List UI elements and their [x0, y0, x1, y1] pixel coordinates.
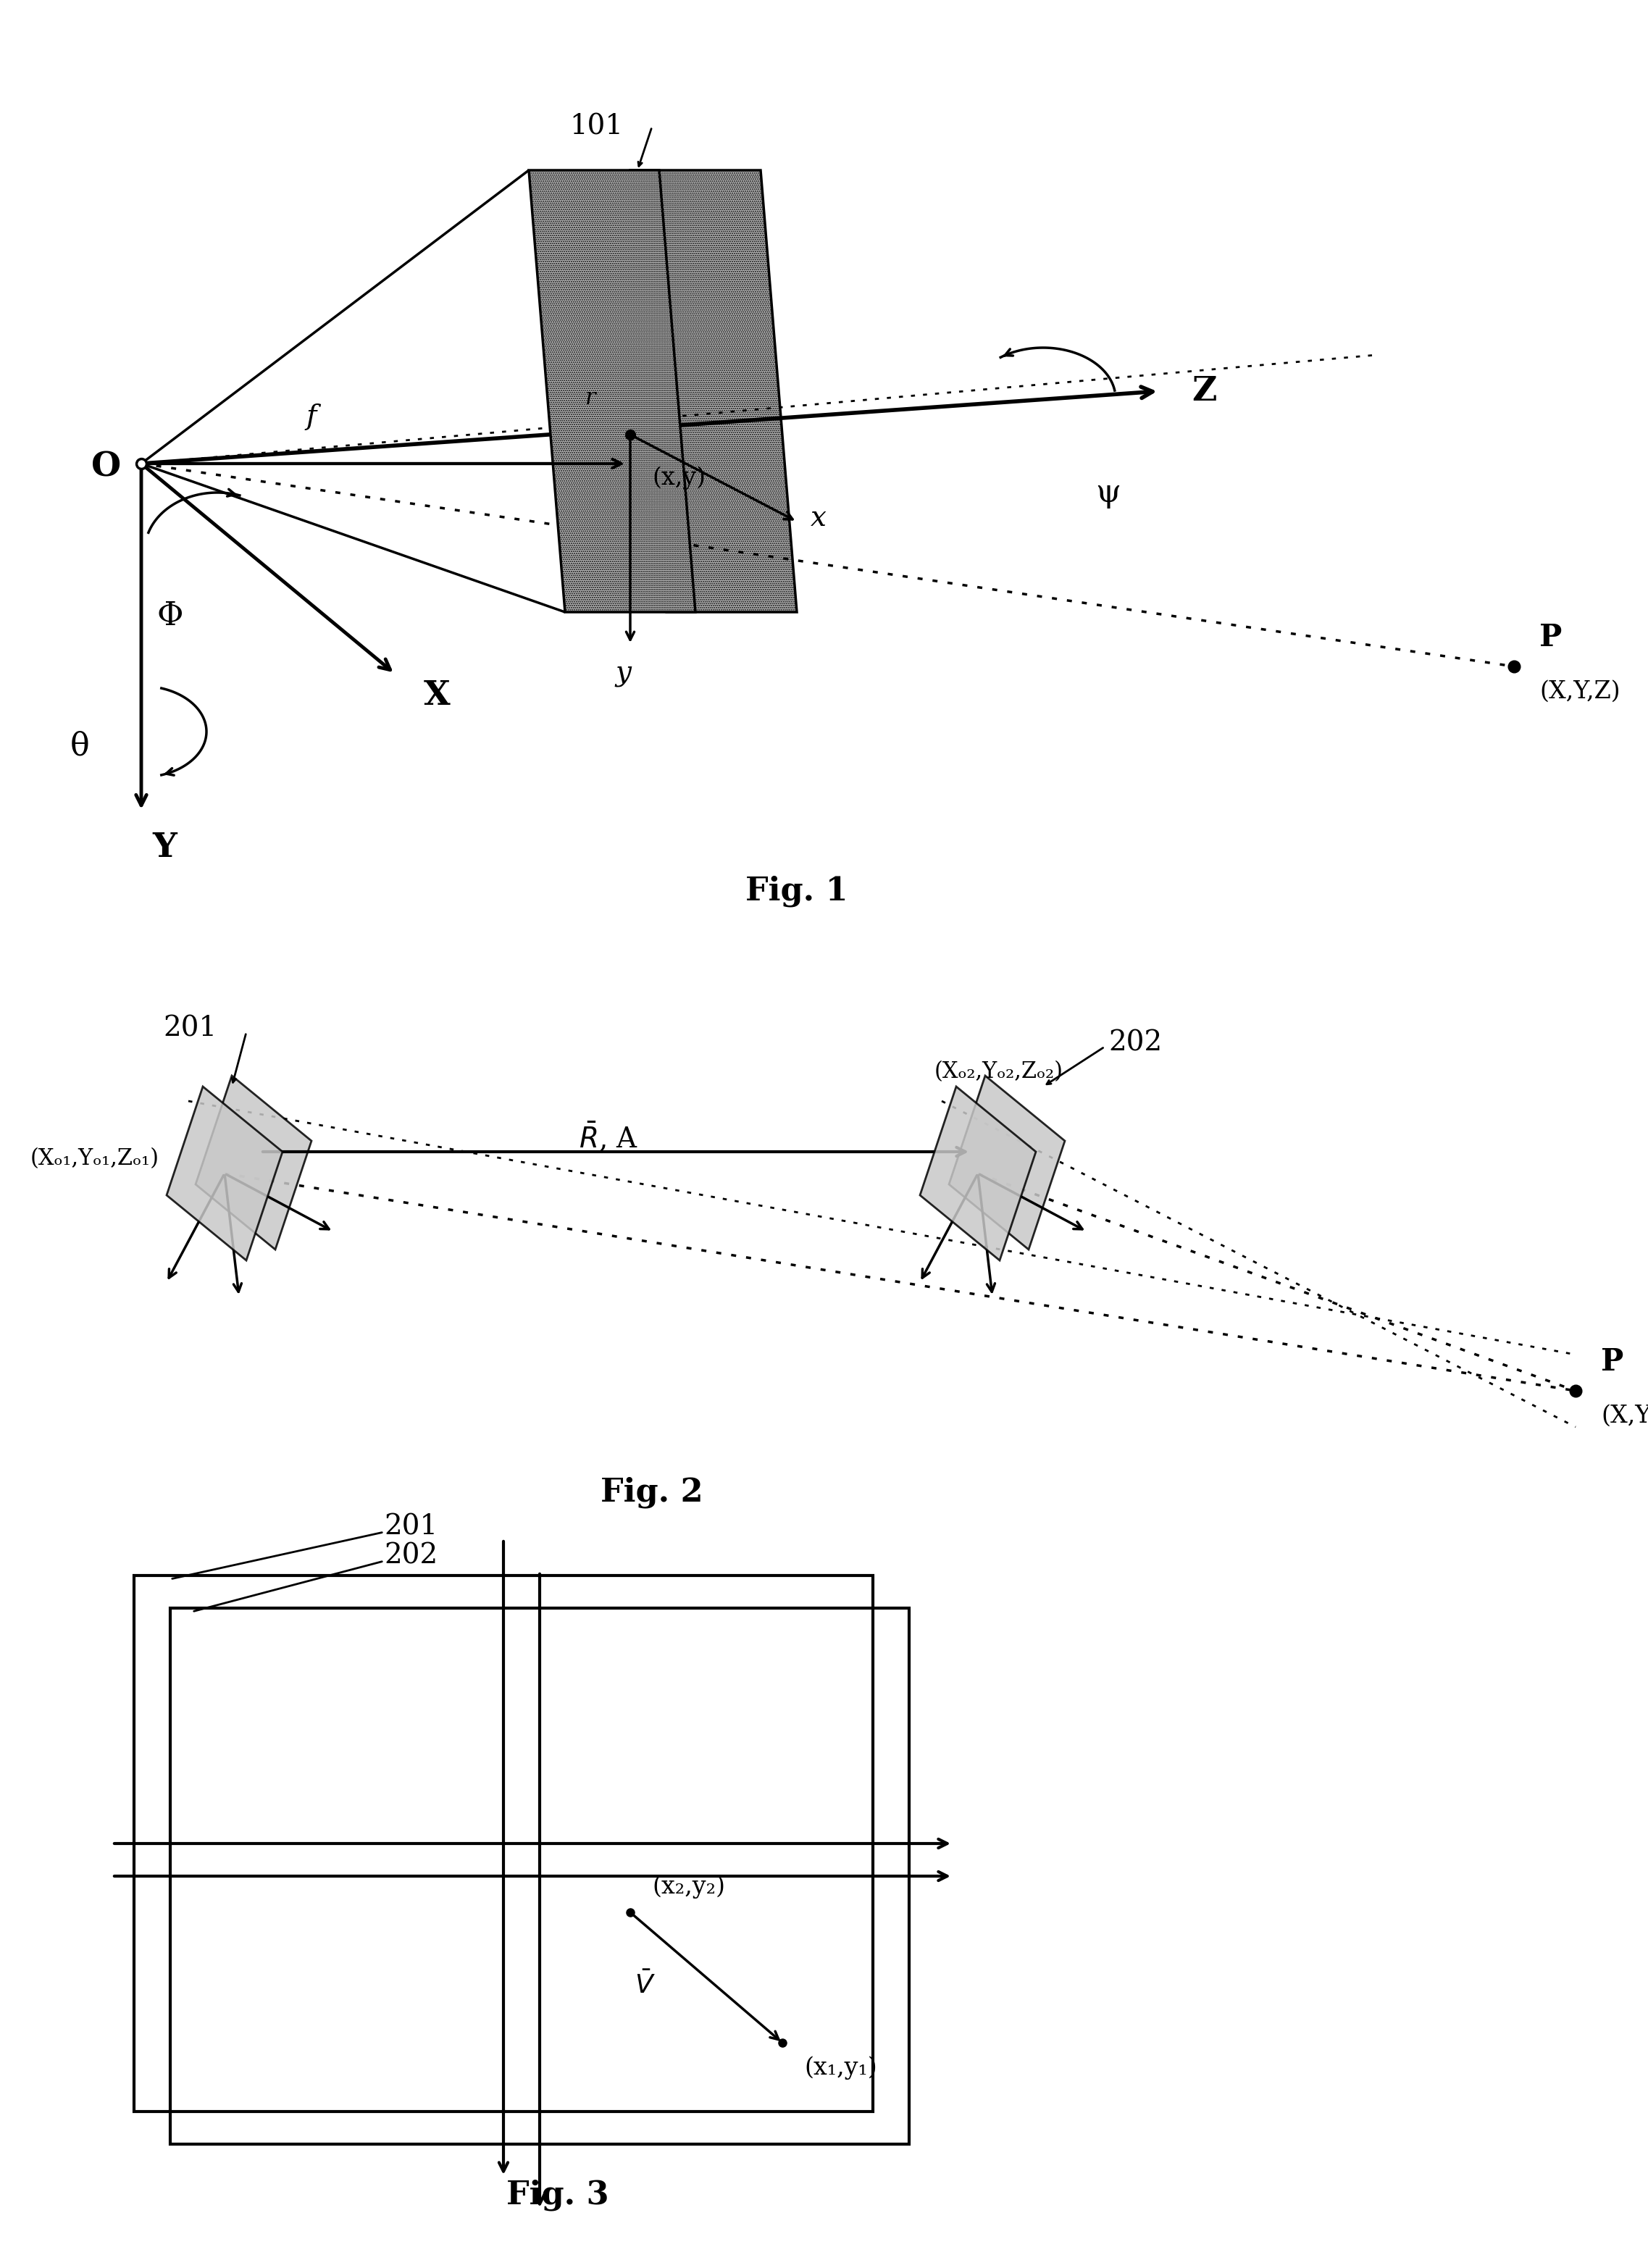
Text: y: y	[615, 660, 631, 687]
Text: (Xₒ₁,Yₒ₁,Zₒ₁): (Xₒ₁,Yₒ₁,Zₒ₁)	[30, 1148, 160, 1170]
Text: Z: Z	[1192, 374, 1216, 408]
Bar	[170, 1608, 910, 2143]
Bar	[133, 1576, 873, 2112]
Text: f: f	[307, 404, 316, 431]
Text: P: P	[1539, 621, 1562, 653]
Text: Fig. 2: Fig. 2	[600, 1476, 704, 1508]
Text: $\bar{R}$, A: $\bar{R}$, A	[578, 1120, 638, 1154]
Text: 101: 101	[569, 113, 623, 141]
Polygon shape	[196, 1075, 311, 1250]
Text: (x₁,y₁): (x₁,y₁)	[804, 2057, 877, 2080]
Text: 202: 202	[384, 1542, 438, 1569]
Text: θ: θ	[69, 730, 89, 762]
Text: r: r	[585, 388, 595, 411]
Text: (x,y): (x,y)	[653, 467, 705, 490]
Text: Fig. 1: Fig. 1	[745, 875, 849, 907]
Text: ψ: ψ	[1096, 476, 1121, 508]
Text: 201: 201	[384, 1513, 438, 1540]
Polygon shape	[920, 1086, 1037, 1261]
Text: 202: 202	[1109, 1030, 1162, 1057]
Text: x: x	[811, 503, 827, 531]
Text: Y: Y	[152, 830, 176, 864]
Text: X: X	[424, 678, 450, 712]
Text: (x₂,y₂): (x₂,y₂)	[653, 1876, 725, 1898]
Text: (Xₒ₂,Yₒ₂,Zₒ₂): (Xₒ₂,Yₒ₂,Zₒ₂)	[934, 1061, 1063, 1084]
Text: Φ: Φ	[157, 601, 183, 631]
Polygon shape	[949, 1075, 1065, 1250]
Polygon shape	[630, 170, 798, 612]
Text: 201: 201	[163, 1016, 218, 1041]
Text: P: P	[1600, 1347, 1623, 1377]
Text: O: O	[91, 451, 120, 483]
Text: $\bar{V}$: $\bar{V}$	[634, 1971, 656, 1998]
Polygon shape	[166, 1086, 282, 1261]
Text: (X,Y,Z): (X,Y,Z)	[1539, 680, 1620, 703]
Text: Fig. 3: Fig. 3	[506, 2180, 610, 2211]
Polygon shape	[529, 170, 695, 612]
Text: (X,Y,Z): (X,Y,Z)	[1600, 1404, 1648, 1429]
